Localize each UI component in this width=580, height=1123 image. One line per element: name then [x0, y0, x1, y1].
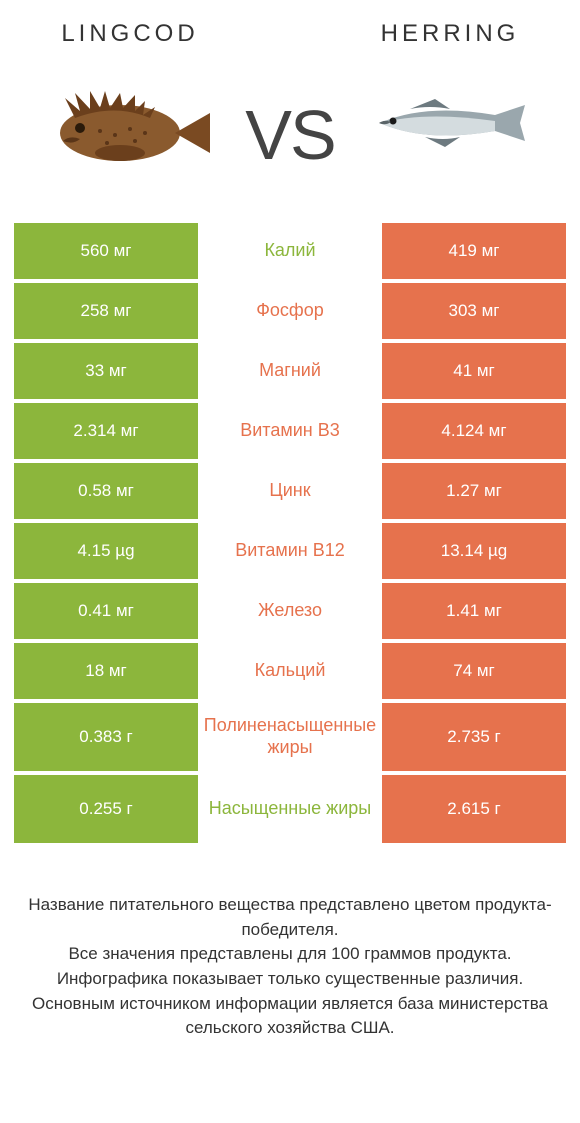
- footer-line: Инфографика показывает только существенн…: [25, 967, 555, 992]
- nutrient-name: Витамин B12: [198, 523, 382, 579]
- right-value: 2.615 г: [382, 775, 566, 843]
- table-row: 560 мгКалий419 мг: [14, 223, 566, 279]
- header: Lingcod VS Herring: [0, 0, 580, 193]
- nutrient-name: Железо: [198, 583, 382, 639]
- left-product-title: Lingcod: [61, 20, 198, 48]
- right-value: 2.735 г: [382, 703, 566, 771]
- left-value: 2.314 мг: [14, 403, 198, 459]
- right-value: 4.124 мг: [382, 403, 566, 459]
- footer-line: Все значения представлены для 100 граммо…: [25, 942, 555, 967]
- left-value: 33 мг: [14, 343, 198, 399]
- footer-line: Название питательного вещества представл…: [25, 893, 555, 942]
- left-value: 4.15 µg: [14, 523, 198, 579]
- left-value: 0.255 г: [14, 775, 198, 843]
- left-value: 18 мг: [14, 643, 198, 699]
- left-value: 0.58 мг: [14, 463, 198, 519]
- right-product-title: Herring: [381, 20, 520, 48]
- right-value: 13.14 µg: [382, 523, 566, 579]
- table-row: 0.41 мгЖелезо1.41 мг: [14, 583, 566, 639]
- left-value: 0.383 г: [14, 703, 198, 771]
- nutrient-name: Витамин B3: [198, 403, 382, 459]
- lingcod-icon: [45, 63, 215, 183]
- left-value: 560 мг: [14, 223, 198, 279]
- left-product: Lingcod: [30, 20, 230, 183]
- right-value: 419 мг: [382, 223, 566, 279]
- herring-icon: [365, 63, 535, 183]
- right-value: 41 мг: [382, 343, 566, 399]
- right-value: 303 мг: [382, 283, 566, 339]
- nutrient-name: Цинк: [198, 463, 382, 519]
- footer-notes: Название питательного вещества представл…: [25, 893, 555, 1041]
- right-value: 1.41 мг: [382, 583, 566, 639]
- right-value: 74 мг: [382, 643, 566, 699]
- footer-line: Основным источником информации является …: [25, 992, 555, 1041]
- nutrient-name: Фосфор: [198, 283, 382, 339]
- nutrient-name: Магний: [198, 343, 382, 399]
- left-value: 258 мг: [14, 283, 198, 339]
- table-row: 0.58 мгЦинк1.27 мг: [14, 463, 566, 519]
- nutrient-name: Калий: [198, 223, 382, 279]
- left-value: 0.41 мг: [14, 583, 198, 639]
- table-row: 4.15 µgВитамин B1213.14 µg: [14, 523, 566, 579]
- table-row: 258 мгФосфор303 мг: [14, 283, 566, 339]
- table-row: 2.314 мгВитамин B34.124 мг: [14, 403, 566, 459]
- nutrient-name: Насыщенные жиры: [198, 775, 382, 843]
- nutrient-name: Кальций: [198, 643, 382, 699]
- table-row: 33 мгМагний41 мг: [14, 343, 566, 399]
- right-product: Herring: [350, 20, 550, 183]
- right-value: 1.27 мг: [382, 463, 566, 519]
- table-row: 0.255 гНасыщенные жиры2.615 г: [14, 775, 566, 843]
- nutrient-name: Полиненасыщенные жиры: [198, 703, 382, 771]
- comparison-table: 560 мгКалий419 мг258 мгФосфор303 мг33 мг…: [14, 223, 566, 843]
- table-row: 18 мгКальций74 мг: [14, 643, 566, 699]
- vs-label: VS: [245, 95, 334, 175]
- table-row: 0.383 гПолиненасыщенные жиры2.735 г: [14, 703, 566, 771]
